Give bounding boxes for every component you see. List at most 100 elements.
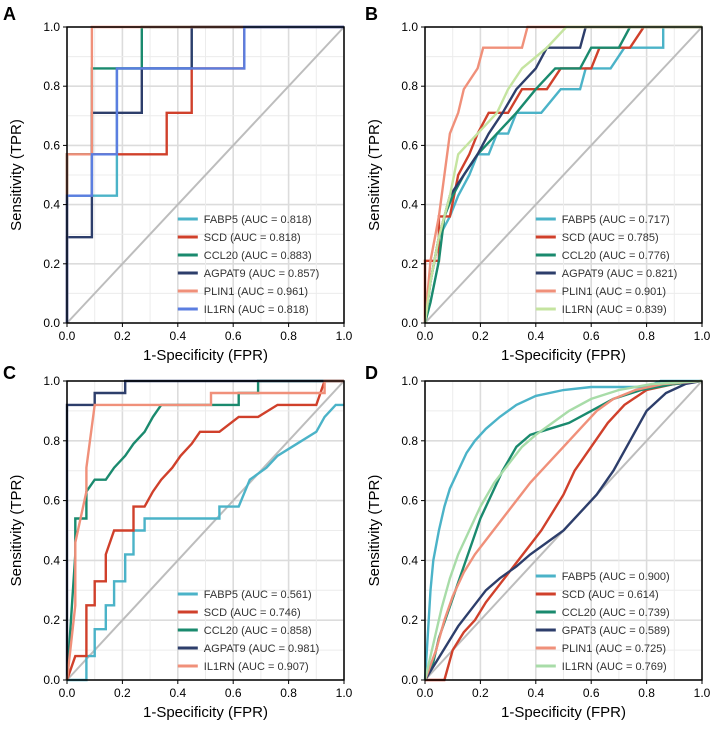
panel-a-legend-label-il1rn: IL1RN (AUC = 0.818) <box>204 304 309 316</box>
panel-b-legend-swatch-fabp5 <box>535 217 556 221</box>
panel-d-legend-label-scd: SCD (AUC = 0.614) <box>562 589 659 601</box>
panel-b-legend-label-fabp5: FABP5 (AUC = 0.717) <box>562 214 670 226</box>
panel-c-legend-swatch-il1rn <box>177 664 198 668</box>
panel-a-x-tick-label: 1.0 <box>336 329 353 343</box>
panel-b-legend-label-plin1: PLIN1 (AUC = 0.901) <box>562 286 666 298</box>
panel-c-roc-curve-scd <box>65 379 344 681</box>
panel-c-legend-label-il1rn: IL1RN (AUC = 0.907) <box>204 661 309 673</box>
panel-b-legend-label-agpat9: AGPAT9 (AUC = 0.821) <box>562 268 677 280</box>
panel-a-legend-swatch-fabp5 <box>177 217 198 221</box>
panel-c-y-tick-label: 0.6 <box>43 494 60 508</box>
panel-d-roc-curve-il1rn <box>423 379 703 681</box>
panel-a-legend-swatch-il1rn <box>177 307 198 311</box>
panel-c-y-tick-label: 0.0 <box>43 673 60 687</box>
panel-b-x-tick-label: 0.2 <box>472 329 489 343</box>
panel-d-legend-swatch-gpat3 <box>535 628 556 632</box>
panel-a-roc-curve-agpat9 <box>65 25 344 323</box>
panel-c-x-tick-label: 0.4 <box>169 686 186 700</box>
panel-a-x-tick-label: 0.8 <box>280 329 297 343</box>
panel-d-x-tick-label: 0.6 <box>583 686 600 700</box>
panel-c-x-axis-title: 1-Specificity (FPR) <box>143 704 268 721</box>
panel-d-legend-label-gpat3: GPAT3 (AUC = 0.589) <box>562 625 670 637</box>
panel-d-letter: D <box>365 363 378 383</box>
panel-d-y-tick-label: 0.2 <box>401 613 418 627</box>
panel-a-legend-label-plin1: PLIN1 (AUC = 0.961) <box>204 286 308 298</box>
panel-b-letter: B <box>365 4 378 24</box>
panel-d-roc-curve-gpat3 <box>423 379 703 681</box>
panel-b-roc-curve-ccl20 <box>423 25 702 324</box>
panel-b-x-tick-label: 0.8 <box>638 329 655 343</box>
panel-d-y-tick-label: 1.0 <box>401 374 418 388</box>
panel-c-x-tick-label: 0.2 <box>114 686 131 700</box>
panel-a-y-tick-label: 0.8 <box>43 79 60 93</box>
panel-d-border <box>424 380 703 681</box>
panel-a-legend-swatch-plin1 <box>177 289 198 293</box>
panel-c-legend: FABP5 (AUC = 0.561) SCD (AUC = 0.746) CCL2… <box>177 589 319 673</box>
panel-d-legend-swatch-il1rn <box>535 664 556 668</box>
panel-d-x-tick-label: 0.8 <box>638 686 655 700</box>
panel-b-x-tick-label: 0.6 <box>583 329 600 343</box>
panel-d-legend-label-plin1: PLIN1 (AUC = 0.725) <box>562 643 666 655</box>
panel-d-legend-label-fabp5: FABP5 (AUC = 0.900) <box>562 571 670 583</box>
panel-b-y-tick-label: 1.0 <box>401 20 418 34</box>
panel-a-legend-label-fabp5: FABP5 (AUC = 0.818) <box>204 214 312 226</box>
panel-a: 0.0 0.2 0.4 0.6 0.8 1.0 0.0 0.2 0.4 0.6 0.8 1.0 1-Sp… <box>3 4 353 364</box>
panel-c-x-tick-label: 0.8 <box>280 686 297 700</box>
panel-d-legend-label-il1rn: IL1RN (AUC = 0.769) <box>562 661 667 673</box>
panel-a-legend: FABP5 (AUC = 0.818) SCD (AUC = 0.818) CCL2… <box>177 214 319 316</box>
panel-b-y-tick-label: 0.8 <box>401 79 418 93</box>
panel-c: 0.0 0.2 0.4 0.6 0.8 1.0 0.0 0.2 0.4 0.6 0.8 1.0 1-Sp… <box>3 363 353 721</box>
panel-a-legend-label-scd: SCD (AUC = 0.818) <box>204 232 301 244</box>
panel-c-x-tick-label: 1.0 <box>336 686 353 700</box>
panel-c-legend-swatch-ccl20 <box>177 628 198 632</box>
panel-a-roc-curve-il1rn <box>65 25 344 323</box>
panel-d-x-axis-title: 1-Specificity (FPR) <box>501 704 626 721</box>
panel-d-legend-label-ccl20: CCL20 (AUC = 0.739) <box>562 607 670 619</box>
panel-a-legend-label-ccl20: CCL20 (AUC = 0.883) <box>204 250 312 262</box>
panel-b-diagonal-reference <box>424 26 703 324</box>
panel-c-legend-swatch-scd <box>177 610 198 614</box>
panel-d-legend: FABP5 (AUC = 0.900) SCD (AUC = 0.614) CCL2… <box>535 571 670 673</box>
panel-b-legend-label-ccl20: CCL20 (AUC = 0.776) <box>562 250 670 262</box>
panel-c-diagonal-reference <box>66 380 345 681</box>
panel-c-y-tick-label: 0.8 <box>43 434 60 448</box>
panel-c-y-axis-title: Sensitivity (TPR) <box>8 475 25 587</box>
panel-b-y-axis-title: Sensitivity (TPR) <box>366 119 383 231</box>
panel-a-x-tick-label: 0.4 <box>169 329 186 343</box>
panel-a-y-tick-label: 1.0 <box>43 20 60 34</box>
panel-d-x-tick-label: 0.0 <box>417 686 434 700</box>
panel-a-legend-swatch-agpat9 <box>177 271 198 275</box>
panel-b-legend-label-il1rn: IL1RN (AUC = 0.839) <box>562 304 667 316</box>
panel-a-x-tick-label: 0.0 <box>59 329 76 343</box>
panel-c-y-tick-label: 0.4 <box>43 553 60 567</box>
panel-d-roc-curve-scd <box>425 379 703 682</box>
panel-d-roc-curve-plin1 <box>423 379 703 681</box>
panel-c-roc-curve-fabp5 <box>67 403 344 682</box>
panel-a-letter: A <box>3 4 16 24</box>
panel-d-legend-swatch-ccl20 <box>535 610 556 614</box>
panel-a-legend-swatch-ccl20 <box>177 253 198 257</box>
panel-d: 0.0 0.2 0.4 0.6 0.8 1.0 0.0 0.2 0.4 0.6 0.8 1.0 1-Sp… <box>365 363 711 721</box>
panel-b-y-tick-label: 0.0 <box>401 316 418 330</box>
panel-b: 0.0 0.2 0.4 0.6 0.8 1.0 0.0 0.2 0.4 0.6 0.8 1.0 1-Sp… <box>365 4 711 364</box>
panel-c-border <box>66 380 345 681</box>
panel-d-x-tick-label: 1.0 <box>694 686 711 700</box>
panel-a-x-axis-title: 1-Specificity (FPR) <box>143 347 268 364</box>
panel-b-x-tick-label: 0.0 <box>417 329 434 343</box>
panel-b-y-tick-label: 0.6 <box>401 138 418 152</box>
panel-d-roc-curve-fabp5 <box>423 379 702 681</box>
panel-a-diagonal-reference <box>66 26 345 324</box>
panel-d-x-tick-label: 0.4 <box>527 686 544 700</box>
panel-d-y-tick-label: 0.4 <box>401 553 418 567</box>
panel-c-legend-label-scd: SCD (AUC = 0.746) <box>204 607 301 619</box>
panel-b-legend-swatch-scd <box>535 235 556 239</box>
panel-d-legend-swatch-scd <box>535 592 556 596</box>
panel-c-legend-swatch-agpat9 <box>177 646 198 650</box>
panel-a-x-tick-label: 0.6 <box>225 329 242 343</box>
panel-b-roc-curve-il1rn <box>423 25 702 324</box>
panel-b-legend: FABP5 (AUC = 0.717) SCD (AUC = 0.785) CCL2… <box>535 214 677 316</box>
panel-d-legend-swatch-plin1 <box>535 646 556 650</box>
panel-b-x-tick-label: 0.4 <box>527 329 544 343</box>
panel-c-x-tick-label: 0.0 <box>59 686 76 700</box>
